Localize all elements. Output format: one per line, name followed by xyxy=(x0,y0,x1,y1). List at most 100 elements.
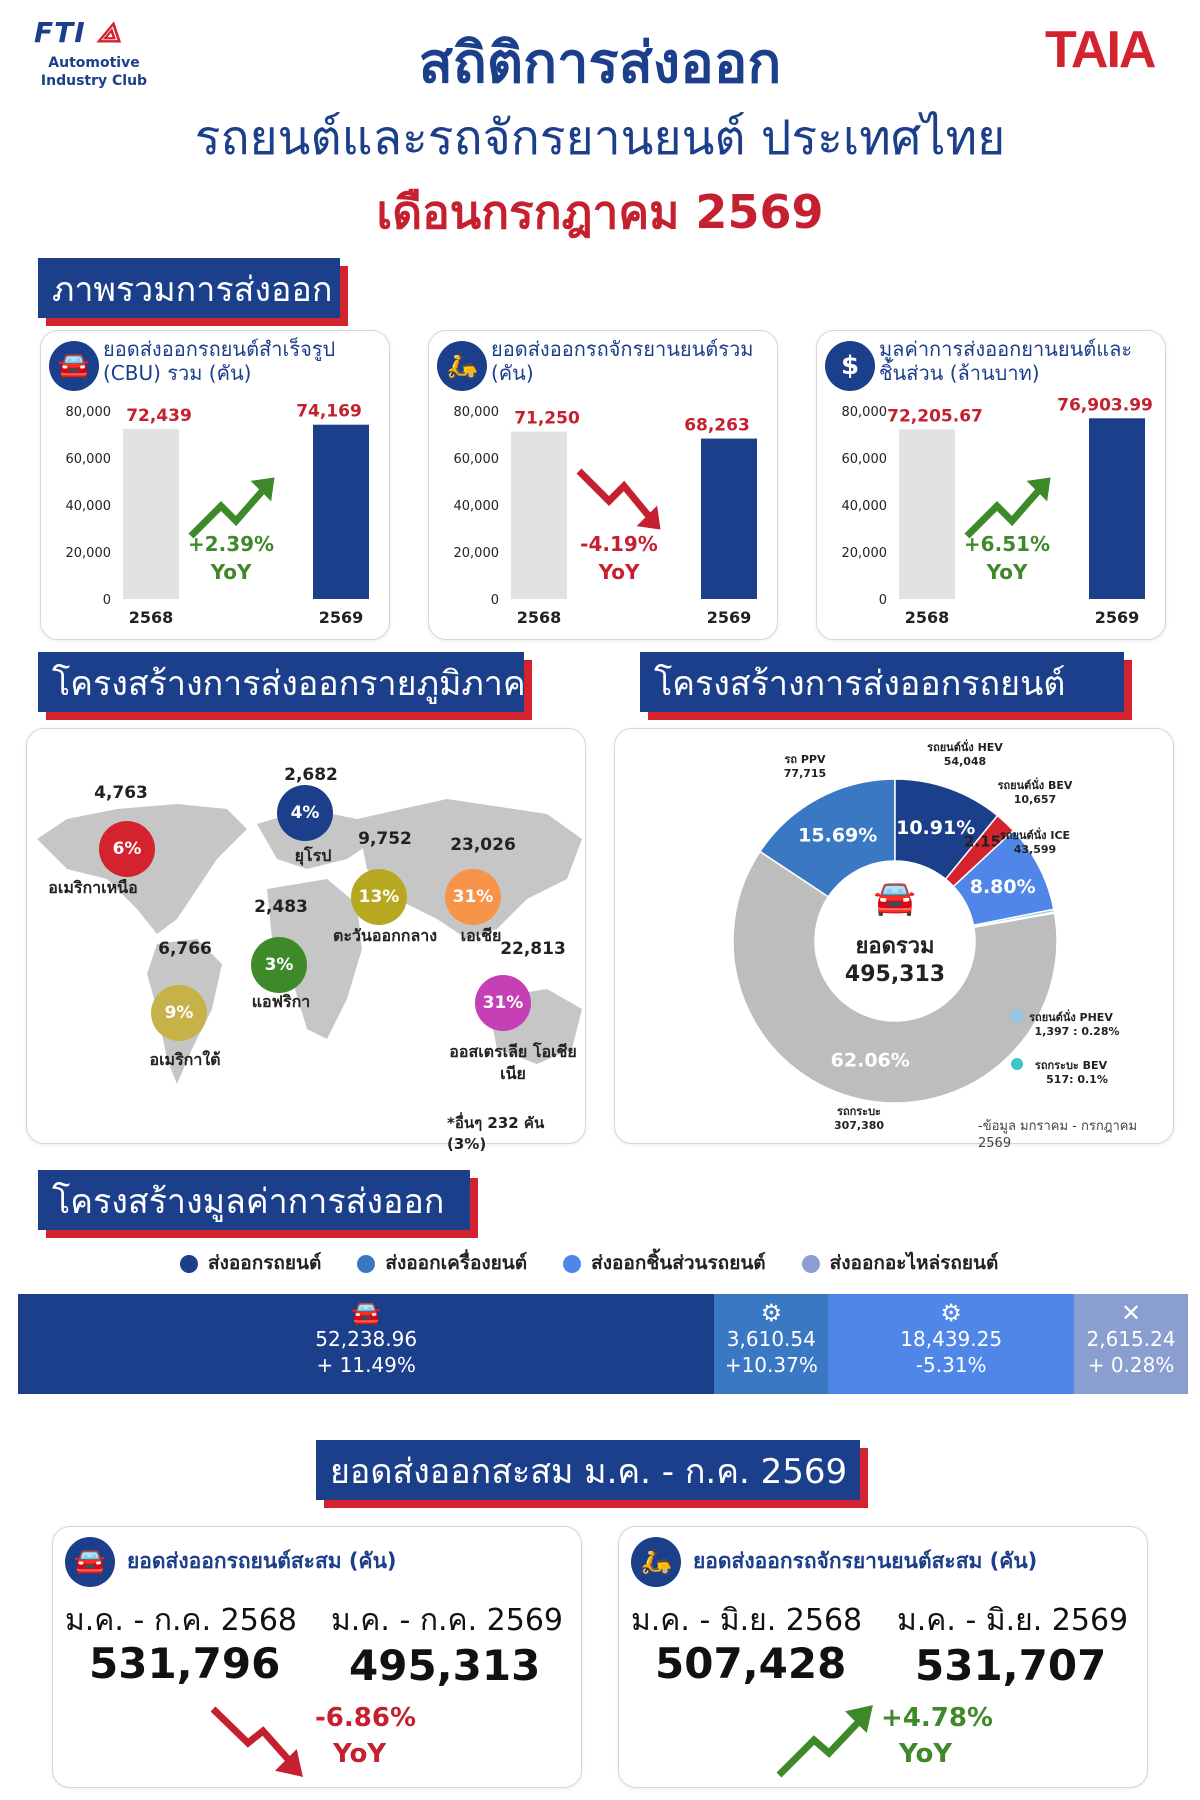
trend-up-arrow-icon xyxy=(964,478,1050,539)
legend-item: ส่งออกอะไหล่รถยนต์ xyxy=(801,1252,999,1274)
region-note: *อื่นๆ 232 คัน (3%) xyxy=(447,1114,545,1153)
bar-2568 xyxy=(899,429,955,599)
slice-name-label: รถยนต์นั่ง PHEV xyxy=(1029,1009,1113,1024)
segment-value: 18,439.25 xyxy=(900,1327,1003,1351)
x-category-label: 2568 xyxy=(129,608,174,627)
region-name: ตะวันออกกลาง xyxy=(332,926,438,945)
taia-logo: TAIA xyxy=(1045,20,1156,80)
y-tick-label: 40,000 xyxy=(66,499,112,514)
segment-change: + 0.28% xyxy=(1087,1353,1175,1377)
slice-pct-label: 62.06% xyxy=(831,1049,910,1071)
region-value: 22,813 xyxy=(500,939,566,959)
overview-card-title: ยอดส่งออกรถจักรยานยนต์รวม (คัน) xyxy=(491,337,754,385)
yoy-label: YoY xyxy=(598,560,640,584)
page-month: เดือนกรกฎาคม 2569 xyxy=(376,185,824,239)
overview-heading: ภาพรวมการส่งออก xyxy=(38,258,340,318)
segment-change: -5.31% xyxy=(915,1353,987,1377)
arrowhead xyxy=(636,505,661,530)
motorcycle-icon: 🛵 xyxy=(437,341,487,391)
legend-dot xyxy=(1011,1058,1023,1070)
stack-segment: ✕ 2,615.24 + 0.28% xyxy=(1074,1294,1188,1394)
slice-pct-label: 10.91% xyxy=(896,817,975,839)
segment-value: 52,238.96 xyxy=(315,1327,418,1351)
arrowhead xyxy=(250,477,275,502)
donut-slice xyxy=(758,778,896,898)
bar-value-label: 76,903.99 xyxy=(1057,395,1153,415)
y-tick-label: 80,000 xyxy=(842,405,888,420)
value-previous: 531,796 xyxy=(89,1639,281,1688)
car-structure-heading: โครงสร้างการส่งออกรถยนต์ xyxy=(640,652,1124,712)
yoy-label: YoY xyxy=(210,560,252,584)
car-icon: 🚘 xyxy=(65,1537,115,1587)
region-card: 6% 4,763 อเมริกาเหนือ 4% 2,682 ยุโรป 13% 9,752 ต… xyxy=(26,728,586,1153)
trend-up-arrow-icon xyxy=(188,478,274,539)
slice-value-label: 1,397 : 0.28% xyxy=(1034,1025,1119,1038)
y-tick-label: 40,000 xyxy=(842,499,888,514)
bar-value-label: 72,439 xyxy=(126,406,192,426)
region-bubble: 9% xyxy=(151,985,207,1041)
overview-bar-chart: 80,000 60,000 40,000 20,000 0 72,205.67 2568 76… xyxy=(842,395,1153,627)
stacked-value-bar: 🚘 52,238.96 + 11.49% ⚙ 3,610.54 +10.37% ⚙ 18,43… xyxy=(18,1294,1188,1394)
bar-value-label: 72,205.67 xyxy=(887,406,983,426)
y-tick-label: 60,000 xyxy=(66,452,112,467)
region-value: 2,483 xyxy=(254,897,308,917)
trend-up-arrow-icon xyxy=(776,1705,873,1778)
slice-name-label: รถยนต์นั่ง BEV xyxy=(998,777,1073,792)
slice-pct-label: 8.80% xyxy=(970,876,1036,898)
car-icon: 🚘 xyxy=(49,341,99,391)
africa-shape xyxy=(267,879,362,1039)
value-legend: ส่งออกรถยนต์ ส่งออกเครื่องยนต์ ส่งออกชิ้นส… xyxy=(180,1248,1080,1278)
x-category-label: 2568 xyxy=(517,608,562,627)
slice-name-label: รถยนต์นั่ง HEV xyxy=(927,739,1003,754)
tools-icon: ✕ xyxy=(1120,1299,1142,1327)
stack-segment: ⚙ 18,439.25 -5.31% xyxy=(828,1294,1075,1394)
slice-name-label: รถกระบะ xyxy=(837,1105,881,1118)
slice-pct-label: 15.69% xyxy=(798,824,877,846)
slice-value-label: 307,380 xyxy=(834,1119,884,1132)
bar-2569 xyxy=(1089,418,1145,599)
region-bubble: 3% xyxy=(251,937,307,993)
page-subtitle: รถยนต์และรถจักรยานยนต์ ประเทศไทย xyxy=(194,110,1006,166)
slice-value-label: 77,715 xyxy=(784,767,826,780)
legend-label: ส่งออกชิ้นส่วนรถยนต์ xyxy=(591,1252,766,1274)
cumulative-heading: ยอดส่งออกสะสม ม.ค. - ก.ค. 2569 xyxy=(316,1440,860,1500)
legend-label: ส่งออกอะไหล่รถยนต์ xyxy=(829,1252,999,1274)
value-current: 495,313 xyxy=(349,1641,541,1690)
legend-label: ส่งออกเครื่องยนต์ xyxy=(385,1252,528,1274)
bar-2569 xyxy=(313,424,369,599)
value-previous: 507,428 xyxy=(655,1639,847,1688)
overview-card-3: $ มูลค่าการส่งออกยานยนต์และชิ้นส่วน (ล้าน… xyxy=(816,330,1166,640)
overview-card-1: 🚘 ยอดส่งออกรถยนต์สำเร็จรูป (CBU) รวม (คัน… xyxy=(40,330,390,640)
overview-bar-chart: 80,000 60,000 40,000 20,000 0 71,250 2568 68,26… xyxy=(454,405,757,627)
car-structure-source: -ข้อมูล มกราคม - กรกฎาคม 2569 xyxy=(978,1119,1138,1151)
yoy-change: +6.51% xyxy=(964,532,1050,556)
region-value: 4,763 xyxy=(94,783,148,803)
region-name: เอเชีย xyxy=(460,926,502,945)
value-structure-heading: โครงสร้างมูลค่าการส่งออก xyxy=(38,1170,470,1230)
cumulative-card-1: 🚘 ยอดส่งออกรถยนต์สะสม (คัน) ม.ค. - ก.ค. 25… xyxy=(52,1526,582,1788)
engine-icon: ⚙ xyxy=(760,1299,783,1327)
slice-value-label: 54,048 xyxy=(944,755,986,768)
yoy-change: -4.19% xyxy=(580,532,658,556)
yoy-change: +4.78% xyxy=(881,1703,993,1733)
region-value: 9,752 xyxy=(358,829,412,849)
bar-value-label: 71,250 xyxy=(514,409,580,429)
region-name: อเมริกาเหนือ xyxy=(48,878,138,897)
overview-card-title: มูลค่าการส่งออกยานยนต์และชิ้นส่วน (ล้านบ… xyxy=(879,337,1133,385)
legend-item: ส่งออกรถยนต์ xyxy=(180,1252,321,1274)
slice-name-label: รถ PPV xyxy=(784,753,826,766)
region-name: แอฟริกา xyxy=(251,992,311,1011)
period-previous: ม.ค. - ก.ค. 2568 xyxy=(65,1603,298,1638)
y-tick-label: 60,000 xyxy=(454,452,500,467)
legend-dot xyxy=(180,1254,198,1273)
yoy-label: YoY xyxy=(986,560,1028,584)
taia-logo-text: TAIA xyxy=(1045,21,1156,79)
dollar-icon: $ xyxy=(825,341,875,391)
cumulative-card-title: ยอดส่งออกรถยนต์สะสม (คัน) xyxy=(127,1549,397,1573)
legend-dot xyxy=(801,1254,820,1273)
y-tick-label: 80,000 xyxy=(66,405,112,420)
yoy-change: +2.39% xyxy=(188,532,274,556)
motorcycle-icon: 🛵 xyxy=(631,1537,681,1587)
region-heading: โครงสร้างการส่งออกรายภูมิภาค xyxy=(38,652,526,712)
segment-change: + 11.49% xyxy=(316,1353,416,1377)
